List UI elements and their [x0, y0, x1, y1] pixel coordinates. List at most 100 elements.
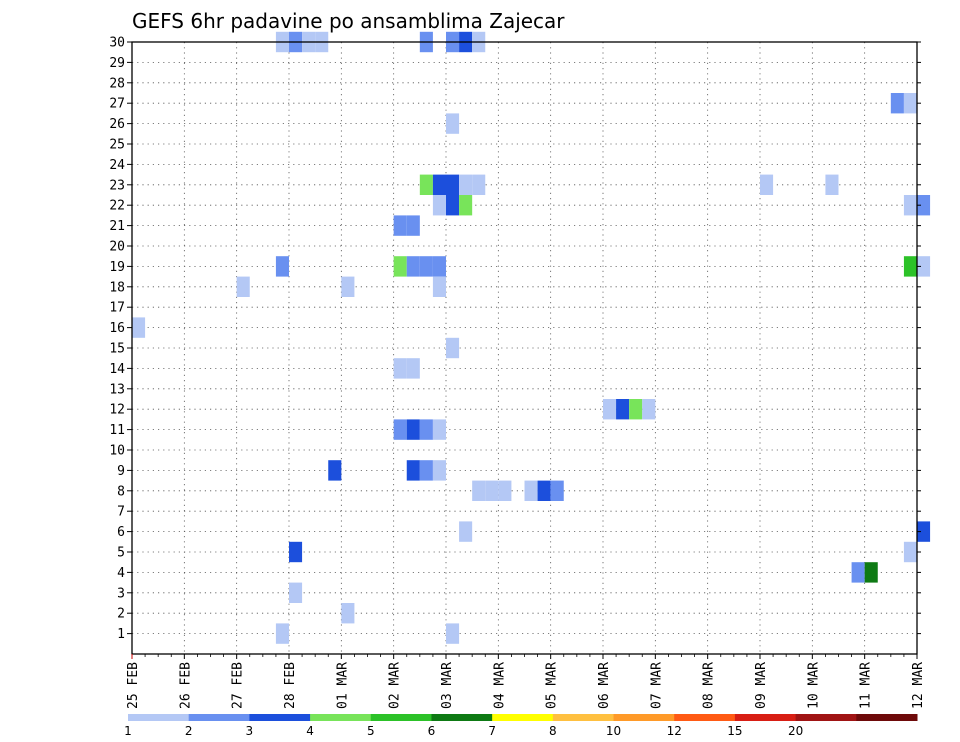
precip-cell	[406, 215, 420, 236]
y-tick-label: 13	[109, 382, 125, 397]
colorbar-swatch	[188, 714, 250, 721]
precip-cell	[341, 603, 355, 624]
colorbar-swatch	[370, 714, 432, 721]
y-tick-label: 20	[109, 240, 125, 255]
colorbar-swatch	[249, 714, 311, 721]
precip-cell	[419, 256, 433, 277]
x-tick-label: 12 MAR	[911, 662, 926, 709]
colorbar-swatch	[613, 714, 675, 721]
y-tick-label: 15	[109, 342, 125, 357]
precip-cell	[825, 174, 839, 195]
precip-cell	[472, 174, 486, 195]
colorbar-swatch	[856, 714, 918, 721]
y-tick-label: 16	[109, 321, 125, 336]
x-tick-label: 07 MAR	[649, 662, 664, 709]
precip-cell	[432, 195, 446, 216]
precip-cell	[524, 480, 538, 501]
colorbar-swatch	[734, 714, 797, 721]
precip-cell	[393, 215, 407, 236]
x-tick-label: 09 MAR	[754, 662, 769, 709]
y-tick-label: 12	[109, 403, 125, 418]
colorbar-label: 1	[124, 724, 132, 738]
precip-cell	[446, 113, 460, 134]
colorbar-swatch	[431, 714, 493, 721]
colorbar-swatch	[674, 714, 736, 721]
y-tick-label: 24	[109, 158, 125, 173]
colorbar-swatch	[492, 714, 554, 721]
colorbar-label: 20	[788, 724, 803, 738]
precip-cell	[446, 195, 460, 216]
precip-cell	[459, 195, 473, 216]
precip-cell	[419, 174, 433, 195]
x-tick-label: 28 FEB	[283, 662, 298, 709]
x-tick-label: 26 FEB	[178, 662, 193, 709]
x-tick-label: 04 MAR	[492, 662, 507, 709]
precip-cell	[275, 623, 289, 644]
precip-cell	[459, 174, 473, 195]
precip-cell	[432, 174, 446, 195]
y-tick-label: 23	[109, 178, 125, 193]
x-tick-label: 11 MAR	[859, 662, 874, 709]
precip-cell	[851, 562, 865, 583]
precip-cell	[890, 93, 904, 114]
colorbar-label: 5	[367, 724, 375, 738]
precip-cell	[289, 541, 303, 563]
precip-cells	[132, 31, 931, 644]
precip-cell	[603, 399, 617, 420]
y-tick-label: 19	[109, 260, 125, 275]
precip-cell	[629, 399, 643, 420]
y-tick-label: 4	[117, 566, 125, 581]
y-tick-label: 21	[109, 219, 125, 234]
precip-cell	[289, 582, 303, 603]
colorbar-label: 8	[549, 724, 557, 738]
colorbar-label: 7	[488, 724, 496, 738]
y-tick-label: 14	[109, 362, 125, 377]
y-tick-label: 28	[109, 76, 125, 91]
y-tick-label: 18	[109, 280, 125, 295]
y-tick-label: 9	[117, 464, 125, 479]
y-tick-label: 5	[117, 546, 125, 561]
x-tick-label: 03 MAR	[440, 662, 455, 709]
x-tick-label: 01 MAR	[335, 662, 350, 709]
precip-cell	[472, 480, 486, 501]
colorbar-swatch	[310, 714, 372, 721]
y-tick-label: 11	[109, 423, 125, 438]
precip-cell	[616, 399, 630, 420]
y-tick-label: 10	[109, 444, 125, 459]
precip-cell	[132, 317, 146, 338]
x-tick-label: 25 FEB	[126, 662, 141, 709]
x-tick-label: 06 MAR	[597, 662, 612, 709]
precip-cell	[406, 358, 420, 379]
y-tick-label: 17	[109, 301, 125, 316]
precip-cell	[642, 399, 656, 420]
colorbar-label: 2	[185, 724, 193, 738]
colorbar-swatch	[128, 714, 190, 721]
y-tick-label: 7	[117, 505, 125, 520]
precip-cell	[275, 256, 289, 277]
colorbar-label: 6	[428, 724, 436, 738]
precip-cell	[406, 460, 420, 481]
colorbar-label: 12	[667, 724, 682, 738]
precip-cell	[550, 480, 564, 501]
y-axis: 1234567891011121314151617181920212223242…	[109, 36, 921, 642]
precip-cell	[864, 562, 878, 583]
precip-cell	[903, 195, 917, 216]
precip-cell	[459, 521, 473, 542]
colorbar-label: 4	[306, 724, 314, 738]
precip-cell	[393, 358, 407, 379]
y-tick-label: 29	[109, 56, 125, 71]
x-axis: 25 FEB 26 FEB 27 FEB 28 FEB 01 MAR 02 MAR 03 M…	[126, 654, 926, 709]
y-tick-label: 8	[117, 484, 125, 499]
x-tick-label: 05 MAR	[545, 662, 560, 709]
y-tick-label: 30	[109, 36, 125, 51]
precip-cell	[903, 256, 917, 277]
precip-cell	[341, 276, 355, 297]
precip-cell	[432, 256, 446, 277]
precip-cell	[446, 337, 460, 359]
y-tick-label: 6	[117, 525, 125, 540]
precip-cell	[903, 93, 917, 114]
colorbar-label: 10	[606, 724, 621, 738]
x-tick-label: 10 MAR	[806, 662, 821, 709]
plot-frame	[131, 41, 918, 655]
